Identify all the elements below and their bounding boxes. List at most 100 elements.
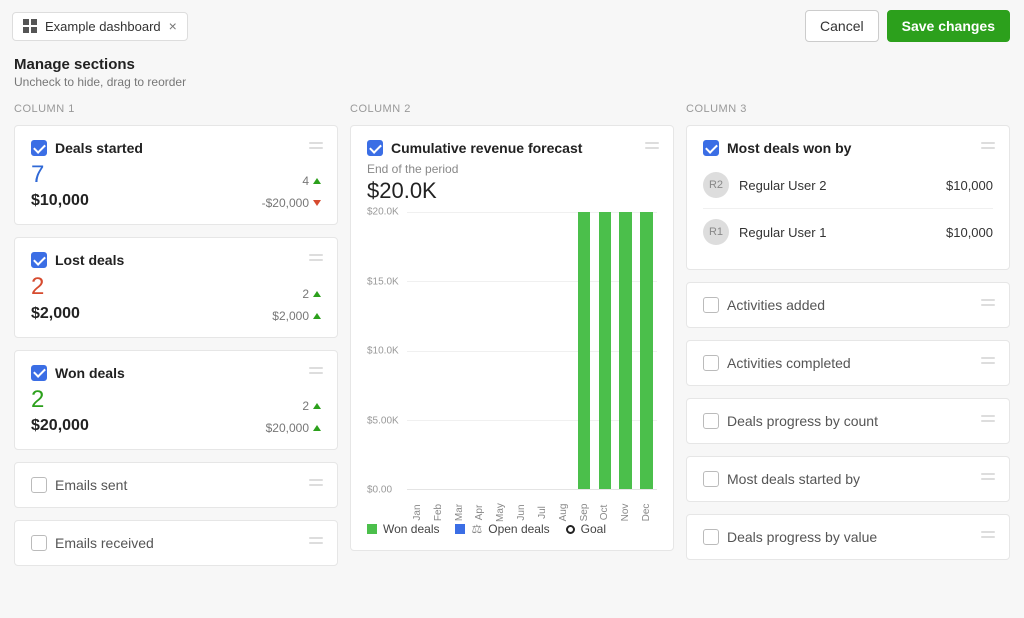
user-name: Regular User 2 xyxy=(739,178,936,193)
ring-icon xyxy=(566,525,575,534)
chart-xlabel: Mar xyxy=(454,502,465,523)
drag-handle-icon[interactable] xyxy=(981,473,995,481)
drag-handle-icon[interactable] xyxy=(309,254,323,262)
checkbox-emails-received[interactable] xyxy=(31,535,47,551)
drag-handle-icon[interactable] xyxy=(309,537,323,545)
chart-legend: Won deals ⚖ Open deals Goal xyxy=(367,522,657,536)
drag-handle-icon[interactable] xyxy=(309,367,323,375)
user-list: R2Regular User 2$10,000R1Regular User 1$… xyxy=(703,162,993,255)
card-title: Most deals won by xyxy=(727,140,851,156)
user-row[interactable]: R1 Regular User 1 $10,000 xyxy=(703,208,993,255)
drag-handle-icon[interactable] xyxy=(981,142,995,150)
cancel-button[interactable]: Cancel xyxy=(805,10,879,42)
checkbox-deals-progress-count[interactable] xyxy=(703,413,719,429)
checkbox-emails-sent[interactable] xyxy=(31,477,47,493)
avatar: R1 xyxy=(703,219,729,245)
delta-amount: $2,000 xyxy=(272,309,321,323)
stat-amount: $20,000 xyxy=(31,417,89,435)
card-most-deals-won[interactable]: Most deals won by R2Regular User 2$10,00… xyxy=(686,125,1010,270)
card-title: Deals progress by value xyxy=(727,529,877,545)
chart-bar xyxy=(599,212,611,489)
drag-handle-icon[interactable] xyxy=(981,531,995,539)
delta-count: 4 xyxy=(302,174,321,188)
chart-xlabel: Apr xyxy=(474,502,485,523)
column-2-label: COLUMN 2 xyxy=(350,103,674,115)
card-deals-started[interactable]: Deals started 7 4 $10,000 -$20,000 xyxy=(14,125,338,225)
chart-bar xyxy=(619,212,631,489)
column-3: COLUMN 3 Most deals won by R2Regular Use… xyxy=(686,103,1010,578)
revenue-chart: $20.0K$15.0K$10.0K$5.00K$0.00JanFebMarAp… xyxy=(367,212,657,512)
card-title: Most deals started by xyxy=(727,471,860,487)
column-2: COLUMN 2 Cumulative revenue forecast End… xyxy=(350,103,674,578)
chart-ylabel: $15.0K xyxy=(367,276,399,287)
chart-bar xyxy=(578,212,590,489)
card-revenue-forecast[interactable]: Cumulative revenue forecast End of the p… xyxy=(350,125,674,551)
checkbox-lost-deals[interactable] xyxy=(31,252,47,268)
chart-ylabel: $5.00K xyxy=(367,415,399,426)
subheader: Manage sections Uncheck to hide, drag to… xyxy=(0,50,1024,103)
card-deals-progress-value[interactable]: Deals progress by value xyxy=(686,514,1010,560)
chart-xlabel: Jun xyxy=(516,502,527,523)
legend-goal: Goal xyxy=(566,522,606,536)
card-emails-sent[interactable]: Emails sent xyxy=(14,462,338,508)
card-won-deals[interactable]: Won deals 2 2 $20,000 $20,000 xyxy=(14,350,338,450)
card-title: Cumulative revenue forecast xyxy=(391,140,582,156)
drag-handle-icon[interactable] xyxy=(309,479,323,487)
card-activities-completed[interactable]: Activities completed xyxy=(686,340,1010,386)
subheader-title: Manage sections xyxy=(14,56,1010,73)
arrow-up-icon xyxy=(313,425,321,431)
checkbox-activities-added[interactable] xyxy=(703,297,719,313)
checkbox-most-deals-won[interactable] xyxy=(703,140,719,156)
delta-count: 2 xyxy=(302,287,321,301)
card-title: Activities completed xyxy=(727,355,851,371)
user-name: Regular User 1 xyxy=(739,225,936,240)
stat-count: 2 xyxy=(31,387,44,413)
drag-handle-icon[interactable] xyxy=(645,142,659,150)
card-title: Emails received xyxy=(55,535,154,551)
chart-xlabel: Jul xyxy=(537,502,548,523)
chart-xlabel: Jan xyxy=(412,502,423,523)
checkbox-deals-started[interactable] xyxy=(31,140,47,156)
stat-amount: $2,000 xyxy=(31,305,80,323)
drag-handle-icon[interactable] xyxy=(981,415,995,423)
chart-ylabel: $0.00 xyxy=(367,485,392,496)
user-value: $10,000 xyxy=(946,225,993,240)
user-row[interactable]: R2Regular User 2$10,000 xyxy=(703,162,993,208)
arrow-down-icon xyxy=(313,200,321,206)
chart-xlabel: Dec xyxy=(641,502,652,523)
chart-xlabel: Sep xyxy=(579,502,590,523)
card-most-deals-started[interactable]: Most deals started by xyxy=(686,456,1010,502)
scale-icon: ⚖ xyxy=(471,522,482,536)
delta-amount: -$20,000 xyxy=(262,196,321,210)
chart-xlabel: Feb xyxy=(433,502,444,523)
drag-handle-icon[interactable] xyxy=(981,299,995,307)
topbar-actions: Cancel Save changes xyxy=(805,10,1010,42)
user-value: $10,000 xyxy=(946,178,993,193)
arrow-up-icon xyxy=(313,403,321,409)
checkbox-deals-progress-value[interactable] xyxy=(703,529,719,545)
column-1-label: COLUMN 1 xyxy=(14,103,338,115)
close-icon[interactable]: × xyxy=(169,19,177,33)
topbar: Example dashboard × Cancel Save changes xyxy=(0,0,1024,50)
save-button[interactable]: Save changes xyxy=(887,10,1010,42)
card-activities-added[interactable]: Activities added xyxy=(686,282,1010,328)
card-title: Won deals xyxy=(55,365,125,381)
dashboard-title-pill[interactable]: Example dashboard × xyxy=(12,12,188,41)
drag-handle-icon[interactable] xyxy=(981,357,995,365)
legend-won: Won deals xyxy=(367,522,439,536)
checkbox-won-deals[interactable] xyxy=(31,365,47,381)
arrow-up-icon xyxy=(313,291,321,297)
chart-note: End of the period xyxy=(367,162,657,176)
card-emails-received[interactable]: Emails received xyxy=(14,520,338,566)
dashboard-title: Example dashboard xyxy=(45,19,161,34)
chart-bar xyxy=(640,212,652,489)
card-title: Deals progress by count xyxy=(727,413,878,429)
card-lost-deals[interactable]: Lost deals 2 2 $2,000 $2,000 xyxy=(14,237,338,337)
checkbox-activities-completed[interactable] xyxy=(703,355,719,371)
column-1: COLUMN 1 Deals started 7 4 $10,000 -$20,… xyxy=(14,103,338,578)
checkbox-revenue-forecast[interactable] xyxy=(367,140,383,156)
chart-xlabel: Nov xyxy=(620,502,631,523)
checkbox-most-deals-started[interactable] xyxy=(703,471,719,487)
drag-handle-icon[interactable] xyxy=(309,142,323,150)
card-deals-progress-count[interactable]: Deals progress by count xyxy=(686,398,1010,444)
